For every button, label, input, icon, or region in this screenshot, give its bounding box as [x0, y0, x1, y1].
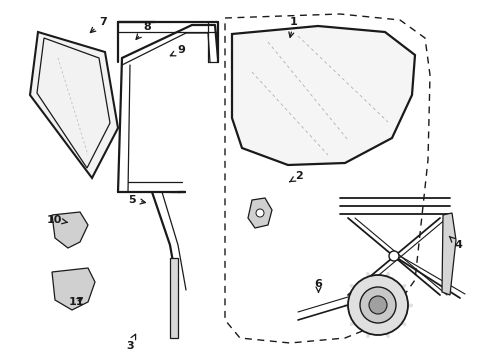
Text: 6: 6	[315, 279, 322, 292]
Text: 9: 9	[171, 45, 185, 56]
Text: 5: 5	[128, 195, 146, 205]
Text: 11: 11	[68, 297, 84, 307]
Polygon shape	[30, 32, 118, 178]
Circle shape	[389, 251, 399, 261]
Text: 8: 8	[136, 22, 151, 39]
Text: 4: 4	[449, 237, 462, 250]
Text: 1: 1	[289, 17, 298, 37]
Circle shape	[256, 209, 264, 217]
Text: 2: 2	[290, 171, 303, 182]
Polygon shape	[52, 268, 95, 310]
Polygon shape	[232, 26, 415, 165]
Polygon shape	[170, 258, 178, 338]
Polygon shape	[248, 198, 272, 228]
Text: 7: 7	[90, 17, 107, 32]
Circle shape	[348, 275, 408, 335]
Text: 3: 3	[126, 334, 136, 351]
Polygon shape	[442, 213, 456, 295]
Circle shape	[360, 287, 396, 323]
Polygon shape	[52, 212, 88, 248]
Text: 10: 10	[46, 215, 67, 225]
Circle shape	[369, 296, 387, 314]
